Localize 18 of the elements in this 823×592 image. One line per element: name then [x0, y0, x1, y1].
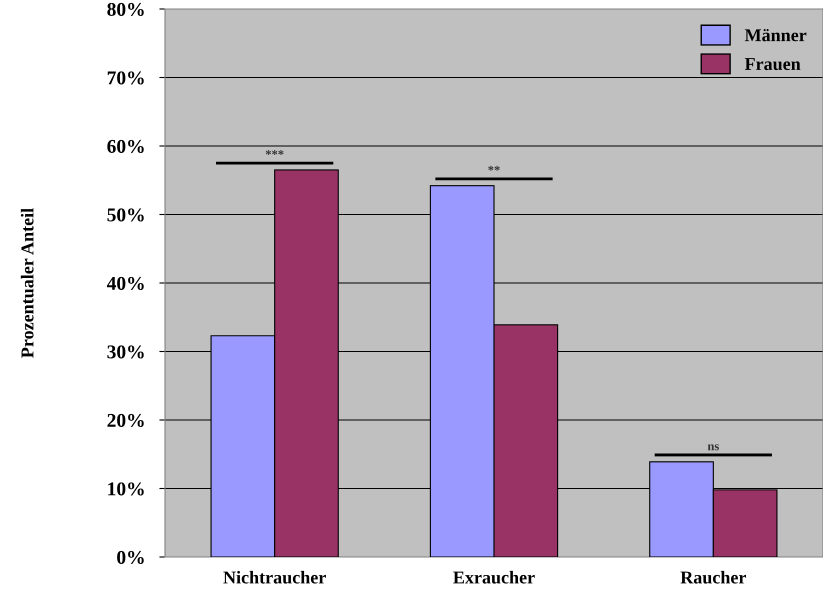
y-tick-label: 50%: [107, 208, 144, 222]
x-tick-label: Exraucher: [453, 570, 535, 584]
y-axis-title: Prozentualer Anteil: [20, 208, 34, 358]
y-tick-label: 40%: [106, 276, 144, 290]
legend-label: Männer: [744, 29, 806, 42]
x-tick-label: Raucher: [680, 570, 746, 584]
x-tick-label: Nichtraucher: [223, 570, 326, 584]
y-tick-label: 20%: [107, 414, 144, 427]
y-tick-label: 0%: [117, 550, 144, 564]
y-tick-label: 80%: [107, 2, 144, 16]
annotation: ***: [266, 150, 284, 155]
legend-label: Frauen: [744, 58, 800, 70]
y-tick-label: 60%: [107, 140, 144, 153]
annotation: **: [488, 166, 500, 171]
y-tick-label: 10%: [108, 482, 144, 496]
y-tick-label: 30%: [107, 345, 144, 358]
annotation: ns: [708, 444, 719, 450]
y-tick-label: 70%: [108, 71, 144, 84]
